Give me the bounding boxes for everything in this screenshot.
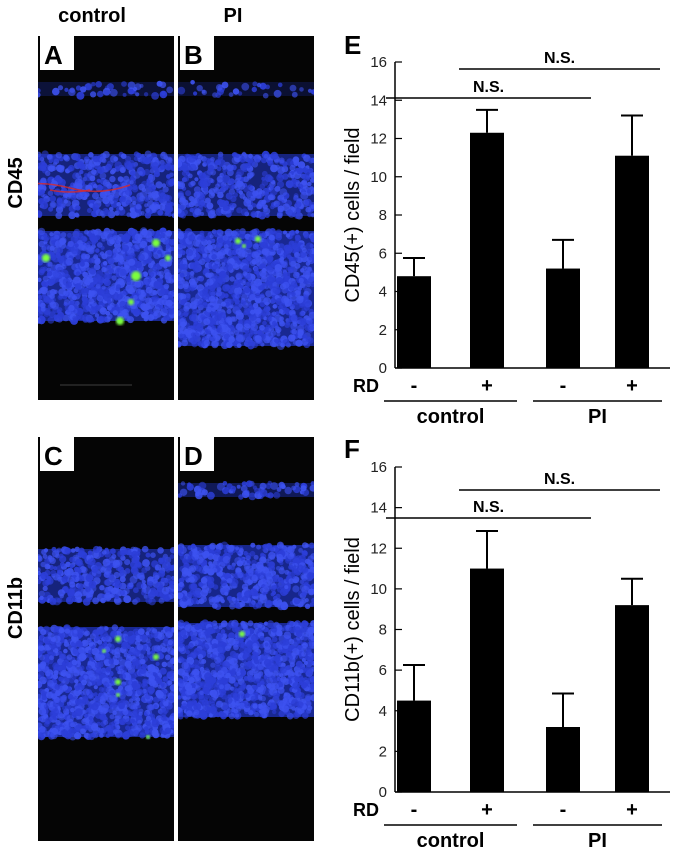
bar [615,605,649,792]
nuclear-layer [175,619,317,719]
row-label-cd45: CD45 [5,157,27,208]
vessel-signal [20,34,40,37]
positive-cell [152,239,160,247]
y-tick-label: 10 [370,169,387,186]
y-tick-label: 2 [379,743,387,760]
nuclear-layer [35,546,178,606]
rd-category-label: - [560,375,567,397]
chart-panel-letter: F [344,434,360,464]
bar [615,156,649,368]
rd-category-label: + [481,375,493,397]
chart-e: E 0 2 4 6 8 10 12 14 16 CD45(+) cells / field - + - + R… [342,30,670,428]
nuclear-layer [174,151,317,220]
column-header-pi: PI [224,5,243,27]
positive-cell [255,236,261,242]
row-label-cd11b: CD11b [5,577,27,639]
panel-letter-a: A [44,40,63,70]
group-label: PI [588,406,607,428]
bar [397,276,431,368]
group-label: control [417,406,485,428]
y-tick-label: 10 [370,581,387,598]
rd-category-label: + [626,799,638,821]
positive-cell [235,238,241,244]
positive-cell [116,317,124,325]
y-axis-label: CD45(+) cells / field [342,127,364,302]
y-tick-label: 2 [379,322,387,339]
group-label: PI [588,830,607,852]
panel-letter-b: B [184,40,203,70]
y-tick-label: 6 [379,662,387,679]
significance-label: N.S. [473,499,504,516]
positive-cell [115,679,121,685]
positive-cell [42,254,50,262]
y-tick-label: 16 [370,54,387,71]
nuclear-layer [177,80,316,98]
significance-label: N.S. [544,50,575,67]
positive-cell [153,654,159,660]
positive-cell [115,636,121,642]
y-tick-label: 8 [379,207,387,224]
group-label: control [417,830,485,852]
bar [546,727,580,792]
vessel-signal [30,74,35,92]
bar [470,133,504,368]
positive-cell [242,244,246,248]
y-tick-label: 0 [379,360,387,377]
positive-cell [131,271,141,281]
positive-cell [165,255,171,261]
y-tick-label: 16 [370,459,387,476]
column-header-control: control [58,5,126,27]
positive-cell [102,649,106,653]
significance-label: N.S. [473,79,504,96]
positive-cell [146,735,150,739]
y-tick-label: 14 [370,500,387,517]
rd-row-label: RD [353,800,379,820]
y-tick-label: 4 [379,703,387,720]
positive-cell [128,299,134,305]
y-tick-label: 0 [379,784,387,801]
rd-category-label: - [411,375,418,397]
rd-category-label: + [626,375,638,397]
rd-row-label: RD [353,376,379,396]
chart-panel-letter: E [344,30,361,60]
positive-cell [239,631,245,637]
y-tick-label: 12 [370,540,387,557]
positive-cell [116,693,120,697]
nuclear-layer [175,542,317,611]
micrograph-panel-a [10,36,178,400]
y-tick-label: 4 [379,284,387,301]
rd-category-label: - [560,799,567,821]
bar [546,269,580,368]
bar [470,569,504,792]
nuclear-layer [175,228,318,350]
y-tick-label: 8 [379,622,387,639]
panel-letter-c: C [44,441,63,471]
nuclear-layer [35,624,178,740]
y-tick-label: 12 [370,131,387,148]
y-tick-label: 14 [370,92,387,109]
chart-f: F 0 2 4 6 8 10 12 14 16 CD11b(+) cells / field - + - +… [342,434,670,852]
significance-label: N.S. [544,471,575,488]
bar [397,701,431,792]
panel-letter-d: D [184,441,203,471]
y-tick-label: 6 [379,245,387,262]
y-axis-label: CD11b(+) cells / field [342,537,364,722]
rd-category-label: - [411,799,418,821]
rd-category-label: + [481,799,493,821]
